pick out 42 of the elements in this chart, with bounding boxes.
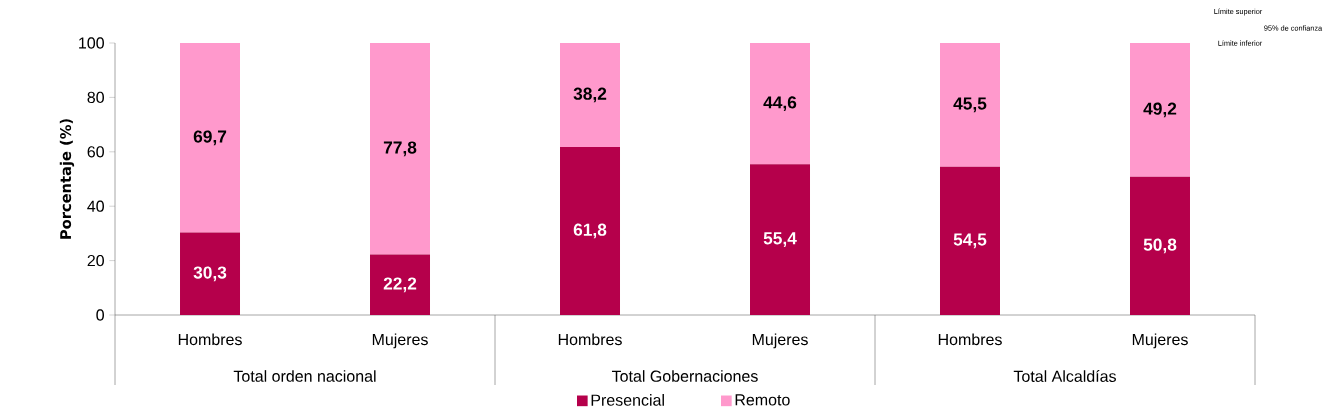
text: Total orden nacional — [233, 370, 376, 382]
bar — [370, 254, 431, 315]
bar — [560, 146, 621, 315]
bar — [370, 43, 431, 255]
x-tick-label: Hombres — [178, 333, 242, 346]
bar — [940, 166, 1000, 315]
legend-label: Presencial — [591, 394, 664, 406]
data-label: 55,4 — [763, 232, 797, 247]
bar — [180, 43, 241, 233]
data-label: 45,5 — [953, 97, 987, 113]
data-label: 54,5 — [953, 233, 987, 249]
text: Total Alcaldías — [1013, 370, 1116, 382]
data-label: 77,8 — [383, 141, 417, 157]
y-tick-label: 60 — [87, 146, 104, 158]
text: Total Gobernaciones — [611, 370, 758, 382]
bar — [750, 164, 810, 315]
y-axis-title: Porcentaje (%) — [59, 119, 75, 239]
x-tick-label: Mujeres — [1132, 333, 1188, 349]
x-tick-label: Hombres — [938, 333, 1002, 346]
y-tick-label: 80 — [87, 91, 104, 104]
x-tick-label: Mujeres — [372, 333, 428, 349]
data-label: 69,7 — [193, 130, 227, 146]
data-label: 38,2 — [573, 87, 607, 103]
bar — [1130, 176, 1190, 315]
y-tick-label: 100 — [79, 37, 104, 49]
bar — [180, 232, 241, 315]
bar — [940, 43, 1000, 167]
data-label: 49,2 — [1143, 102, 1177, 118]
data-label: 61,8 — [573, 223, 607, 239]
legend-label: Remoto — [735, 394, 790, 406]
data-label: 50,8 — [1143, 238, 1177, 254]
x-tick-label: Mujeres — [752, 333, 808, 349]
bar — [1130, 43, 1190, 177]
bar — [560, 43, 621, 147]
data-label: 44,6 — [763, 96, 797, 112]
data-label: 30,3 — [193, 266, 227, 282]
data-label: 22,2 — [383, 277, 417, 293]
y-tick-label: 20 — [87, 254, 104, 267]
y-tick-label: 0 — [96, 309, 104, 321]
x-tick-label: Hombres — [558, 333, 622, 346]
bar — [750, 43, 810, 165]
y-tick-label: 40 — [87, 200, 104, 212]
